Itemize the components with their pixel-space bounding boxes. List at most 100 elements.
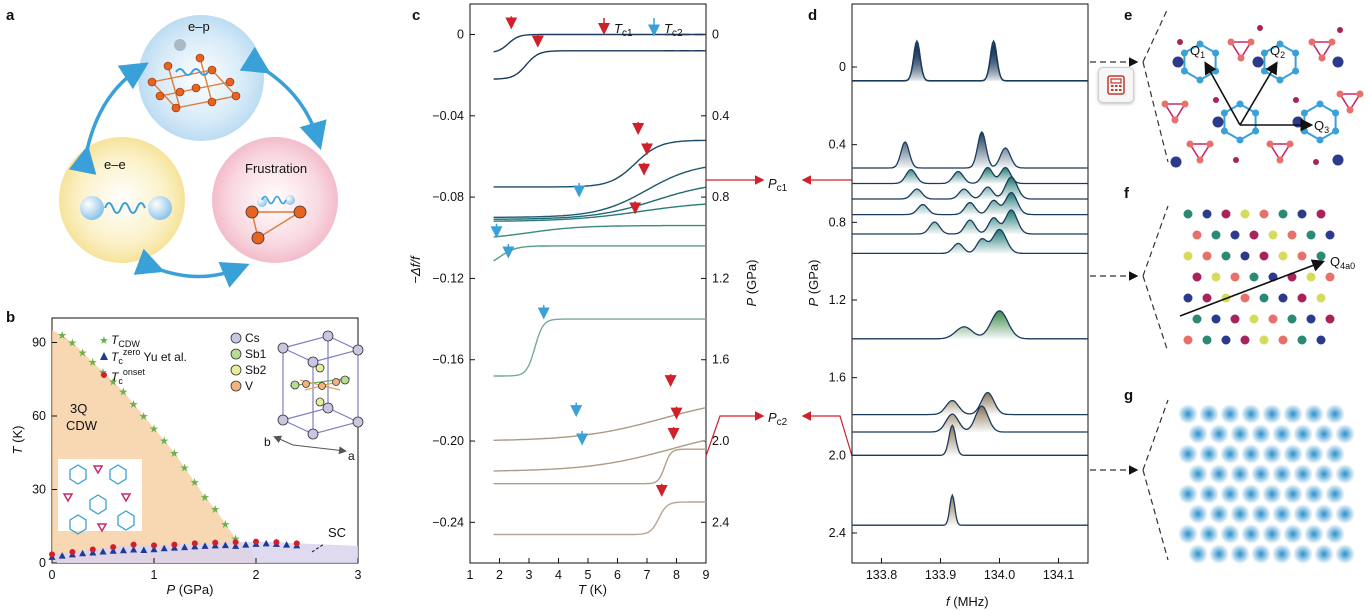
g-density-spot	[1304, 444, 1324, 464]
f-atom	[1192, 230, 1202, 240]
b-xtick-label: 2	[253, 568, 260, 582]
g-density-spot	[1314, 544, 1334, 564]
g-density-spot	[1209, 544, 1229, 564]
e-atom	[1332, 56, 1344, 68]
e-tri-node	[1171, 116, 1179, 124]
tcdw-point: ★	[88, 357, 98, 369]
f-atom	[1183, 209, 1193, 219]
g-density-spot	[1199, 484, 1219, 504]
e-hex-node	[1316, 136, 1324, 144]
f-atom	[1325, 230, 1335, 240]
d-spectrum-line	[852, 310, 1088, 340]
panel-c-ylabel: −Δf/f	[408, 255, 423, 284]
panel-c-chart: 1 2 3 4 5 6 7 8 9 0 −0.04 −0.08 −0.12 −0.16 −0.20 −0.24…	[408, 3, 759, 597]
tczero-point	[130, 546, 138, 553]
d-spectrum-line	[852, 493, 1088, 526]
g-density-spot	[1241, 484, 1261, 504]
tczero-point	[283, 541, 291, 548]
f-atom	[1278, 293, 1288, 303]
g-density-spot	[1251, 464, 1271, 484]
c-y2tick-label: 2.0	[712, 434, 729, 448]
g-density-spot	[1262, 524, 1282, 544]
panel-g-label: g	[1124, 387, 1133, 404]
tcdw-point: ★	[190, 477, 200, 489]
tcdw-point: ★	[200, 492, 210, 504]
d-ytick-label: 2.4	[829, 526, 846, 540]
d-ytick-label: 1.6	[829, 371, 846, 385]
f-atom	[1183, 251, 1193, 261]
frustration-label: Frustration	[245, 161, 307, 176]
c-curve	[493, 166, 707, 218]
g-density-spot	[1241, 444, 1261, 464]
f-atom	[1183, 293, 1193, 303]
e-hex-node	[1292, 49, 1300, 57]
e-triangle	[1188, 143, 1212, 162]
q-label-1: Q1	[1190, 43, 1205, 60]
tconset-point	[273, 539, 280, 546]
sc-region	[52, 541, 358, 563]
cycle-arrow-right	[239, 46, 327, 151]
tconset-point	[89, 546, 96, 553]
panel-d-chart: 133.8 133.9 134.0 134.100.40.81.21.62.02.4 …	[806, 3, 1089, 609]
panel-c-label: c	[412, 7, 420, 24]
f-atom	[1278, 209, 1288, 219]
b-xtick-label: 3	[355, 568, 362, 582]
e-tri-node	[1336, 90, 1344, 98]
sc-label: SC	[328, 525, 346, 540]
tconset-point	[110, 544, 117, 551]
d-spectrum-fill	[852, 495, 1088, 526]
f-atom	[1249, 314, 1259, 324]
e-hex-node	[1220, 127, 1228, 135]
g-density-spot	[1283, 524, 1303, 544]
g-density-spot	[1293, 544, 1313, 564]
tconset-point	[191, 540, 198, 547]
g-density-spot	[1272, 424, 1292, 444]
g-density-spot	[1314, 424, 1334, 444]
b-ytick-label: 30	[32, 483, 46, 497]
f-atom	[1240, 209, 1250, 219]
crystal-legend: Cs Sb1 Sb2 V	[230, 331, 267, 393]
c-y2tick-label: 2.4	[712, 515, 729, 529]
c-xtick-label: 7	[644, 568, 651, 582]
e-atom	[1332, 154, 1344, 166]
tczero-point	[160, 544, 168, 552]
g-density-spot	[1335, 544, 1355, 564]
f-atom	[1297, 335, 1307, 345]
c-y2tick-label: 0	[712, 27, 719, 41]
panel-d-frame	[851, 3, 1089, 564]
svg-text:Cs: Cs	[245, 331, 260, 345]
tcdw-point: ★	[108, 377, 118, 389]
e-small-atom	[1233, 157, 1239, 163]
tcdw-point: ★	[118, 387, 128, 399]
legend-star-icon: ★	[99, 335, 109, 347]
d-ytick-label: 0.4	[829, 138, 846, 152]
c-y2tick-label: 1.6	[712, 353, 729, 367]
g-density-spot	[1304, 524, 1324, 544]
g-density-spot	[1283, 404, 1303, 424]
svg-text:Sb1: Sb1	[245, 347, 267, 361]
e-atom	[1212, 116, 1224, 128]
panel-d-spectra	[852, 39, 1088, 526]
panel-d-ylabel: P (GPa)	[806, 260, 821, 307]
f-atom	[1249, 272, 1259, 282]
critical-pressure-labels: Pc1 Pc2	[705, 175, 853, 457]
e-small-atom	[1293, 97, 1299, 103]
e-small-atom	[1213, 97, 1219, 103]
f-atom	[1221, 335, 1231, 345]
panel-b-xlabel: P (GPa)	[167, 582, 214, 597]
d-spectrum-line	[852, 39, 1088, 82]
f-atom	[1306, 272, 1316, 282]
b-ytick-label: 90	[32, 336, 46, 350]
g-density-spot	[1209, 464, 1229, 484]
g-density-spot	[1304, 404, 1324, 424]
g-density-spot	[1335, 464, 1355, 484]
d-xtick-label: 133.8	[866, 568, 897, 582]
cycle-arrow-left	[68, 62, 149, 175]
calculator-button[interactable]	[1098, 67, 1134, 103]
g-density-spot	[1188, 504, 1208, 524]
f-atom	[1259, 293, 1269, 303]
g-density-spot	[1241, 404, 1261, 424]
d-spectrum-line	[852, 166, 1088, 185]
d-xtick-label: 134.1	[1043, 568, 1074, 582]
tcdw-point: ★	[159, 436, 169, 448]
